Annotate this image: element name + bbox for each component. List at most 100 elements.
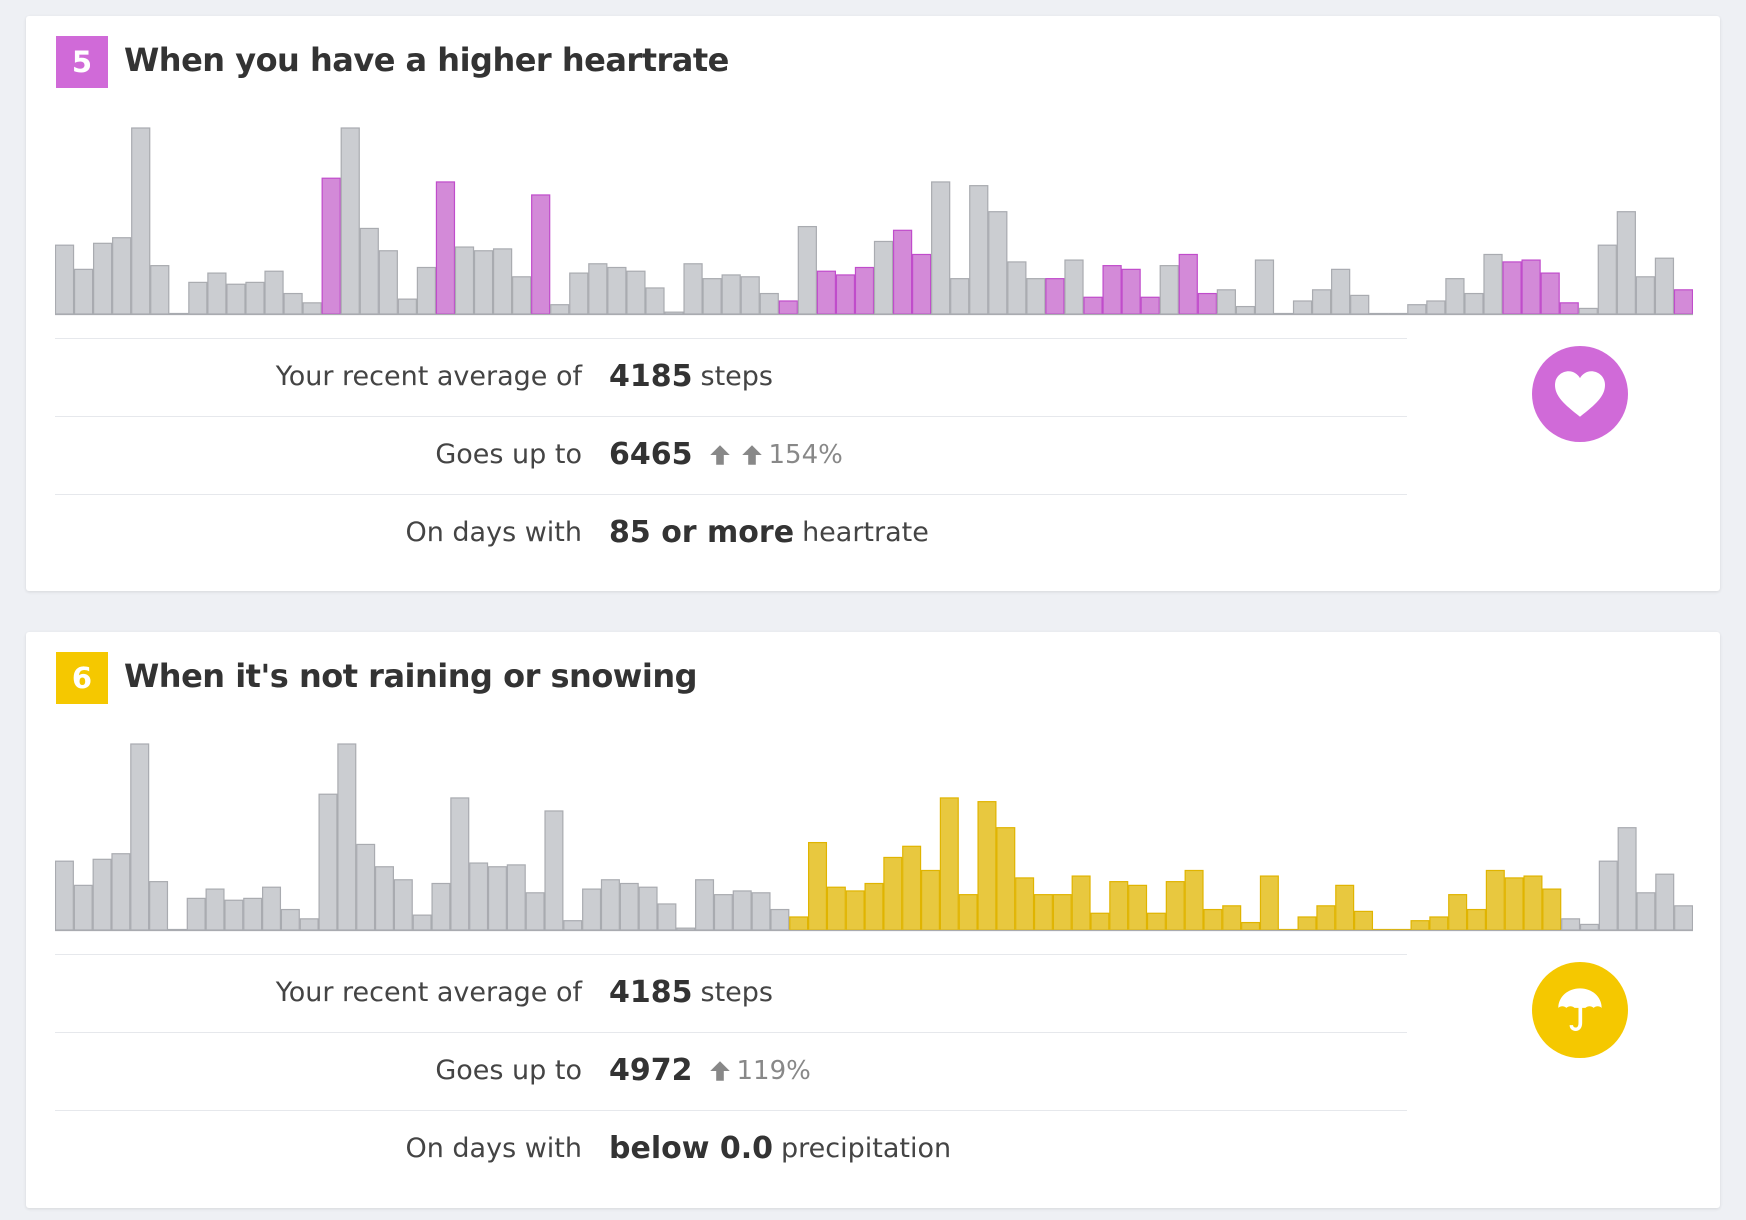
chart-bar: [958, 894, 978, 931]
chart-bar: [1464, 292, 1484, 315]
chart-bar: [892, 229, 913, 315]
average-number: 4185: [609, 975, 693, 1010]
chart-bar: [1159, 265, 1179, 315]
chart-bar: [864, 882, 884, 931]
chart-bar: [770, 908, 790, 931]
chart-bar: [931, 181, 951, 315]
chart-bar: [1140, 296, 1160, 315]
chart-bar: [245, 281, 265, 315]
condition-label: On days with: [405, 517, 582, 548]
chart-bar: [55, 244, 75, 315]
chart-bar: [207, 272, 227, 315]
chart-bar: [321, 177, 341, 315]
condition-label: On days with: [405, 1133, 582, 1164]
insight-card-precipitation: 6 When it's not raining or snowing Your …: [26, 632, 1720, 1208]
average-value: 4185 steps: [609, 973, 773, 1013]
stats-row-average: Your recent average of 4185 steps: [55, 954, 1407, 1032]
chart-bar: [1655, 873, 1675, 931]
chart-bar: [1635, 276, 1656, 315]
chart-bar: [1502, 261, 1522, 315]
chart-bar: [1311, 289, 1332, 315]
goes-up-label: Goes up to: [435, 1055, 582, 1086]
chart-bar: [531, 194, 551, 315]
chart-bar: [751, 892, 771, 931]
chart-bar: [299, 918, 319, 931]
umbrella-icon: [1532, 962, 1628, 1058]
chart-bar: [1654, 257, 1675, 315]
chart-bar: [130, 743, 150, 931]
chart-bar: [92, 858, 112, 931]
chart-bar: [492, 248, 513, 315]
stats-table: Your recent average of 4185 steps Goes u…: [55, 338, 1407, 572]
chart-bar: [487, 866, 507, 931]
chart-bar: [1542, 888, 1562, 931]
chart-bar: [740, 276, 760, 315]
chart-bar: [473, 250, 494, 315]
chart-bar: [1128, 884, 1148, 931]
chart-bar: [525, 892, 545, 931]
chart-bar: [563, 920, 583, 931]
chart-bar: [337, 743, 357, 931]
chart-bar: [1636, 892, 1656, 931]
stats-table: Your recent average of 4185 steps Goes u…: [55, 954, 1407, 1188]
insight-card-heartrate: 5 When you have a higher heartrate Your …: [26, 16, 1720, 591]
condition-value: below 0.0 precipitation: [609, 1129, 951, 1169]
chart-bar: [131, 127, 151, 315]
chart-bar: [469, 862, 489, 931]
chart-bar: [1523, 875, 1543, 931]
chart-bar: [1259, 875, 1279, 931]
steps-bar-chart: [55, 743, 1693, 932]
chart-bar: [676, 927, 696, 931]
chart-bar: [911, 253, 932, 315]
chart-bar: [356, 843, 376, 931]
stats-row-goes-up: Goes up to 4972 119%: [55, 1032, 1407, 1110]
chart-bar: [454, 246, 475, 315]
chart-bar: [1504, 877, 1524, 931]
chart-bar: [626, 270, 646, 315]
chart-bar: [1578, 307, 1598, 315]
chart-bar: [73, 884, 93, 931]
chart-bar: [826, 886, 846, 931]
chart-bar: [431, 882, 451, 931]
chart-bar: [506, 864, 526, 931]
chart-bar: [1090, 912, 1110, 931]
chart-bar: [186, 897, 206, 931]
chart-bar: [359, 227, 379, 315]
chart-bar: [1540, 272, 1560, 315]
chart-bar: [1102, 265, 1122, 315]
chart-bar: [1579, 923, 1599, 931]
chart-bar: [797, 225, 817, 315]
chart-bar: [1316, 905, 1336, 931]
chart-bar: [188, 281, 208, 315]
chart-bar: [1410, 920, 1430, 931]
condition-unit: precipitation: [781, 1133, 952, 1164]
card-number-badge: 6: [56, 652, 108, 704]
chart-bar: [1426, 300, 1446, 315]
chart-bar: [619, 882, 639, 931]
chart-bar: [280, 908, 300, 931]
chart-bar: [683, 263, 703, 315]
chart-bar: [1178, 253, 1198, 315]
chart-bar: [702, 278, 722, 315]
chart-bar: [435, 181, 456, 315]
chart-bar: [638, 886, 658, 931]
chart-bar: [1521, 259, 1541, 315]
arrow-up-icon: [707, 1058, 733, 1084]
stats-row-condition: On days with below 0.0 precipitation: [55, 1110, 1407, 1188]
chart-bar: [149, 881, 169, 931]
chart-bar: [512, 276, 532, 315]
chart-bar: [1052, 894, 1072, 931]
chart-bar: [73, 268, 94, 315]
chart-bar: [1109, 881, 1129, 931]
chart-bar: [645, 287, 665, 315]
chart-bar: [111, 853, 131, 931]
chart-bar: [1466, 908, 1486, 931]
chart-bar: [243, 897, 263, 931]
average-number: 4185: [609, 359, 693, 394]
chart-bar: [1197, 292, 1217, 315]
chart-bar: [807, 841, 828, 931]
chart-bar: [1015, 877, 1035, 931]
chart-bar: [695, 879, 715, 931]
chart-bar: [283, 292, 303, 315]
chart-bar: [1184, 869, 1204, 931]
